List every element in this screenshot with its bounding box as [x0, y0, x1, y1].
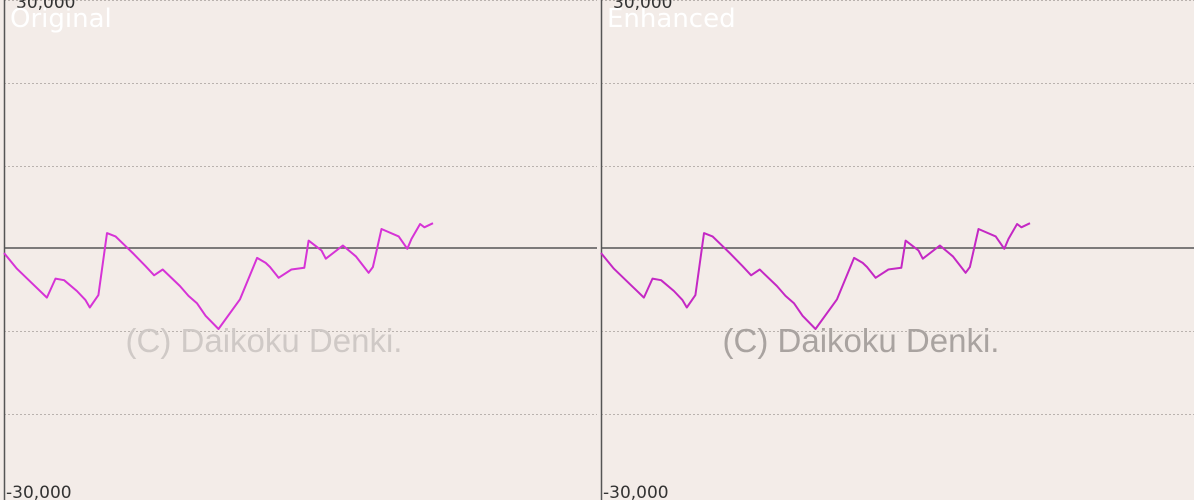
y-tick-bottom: -30,000 — [603, 483, 669, 500]
series-line — [3, 222, 434, 330]
chart-panel-original: 30,000 -30,000 (C) Daikoku Denki. Origin… — [3, 0, 597, 500]
y-tick-top: 30,000 — [16, 0, 75, 13]
watermark-text: (C) Daikoku Denki. — [126, 322, 403, 359]
chart-svg-enhanced: 30,000 -30,000 (C) Daikoku Denki. — [600, 0, 1194, 500]
y-tick-bottom: -30,000 — [6, 483, 72, 500]
chart-svg-original: 30,000 -30,000 (C) Daikoku Denki. — [3, 0, 597, 500]
watermark-text: (C) Daikoku Denki. — [723, 322, 1000, 359]
panel-label-enhanced: Enhanced — [607, 4, 736, 34]
panel-label-original: Original — [10, 4, 112, 34]
series-line — [600, 222, 1031, 330]
y-tick-top: 30,000 — [613, 0, 672, 13]
chart-panel-enhanced: 30,000 -30,000 (C) Daikoku Denki. Enhanc… — [597, 0, 1194, 500]
